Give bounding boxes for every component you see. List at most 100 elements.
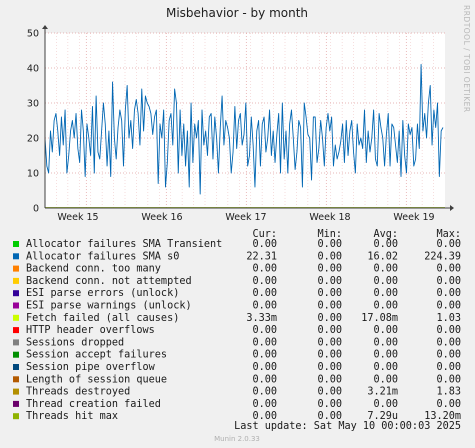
x-tick-label: Week 17 [225,212,266,223]
legend-value-cur: 0.00 [252,399,277,410]
legend-header-max: Max: [436,229,461,240]
legend-swatch [13,302,19,309]
x-tick-label: Week 15 [57,212,98,223]
legend-value-cur: 0.00 [252,387,277,398]
legend-value-min: 0.00 [317,325,342,336]
legend-value-cur: 0.00 [252,362,277,373]
legend-value-cur: 0.00 [252,264,277,275]
legend-value-min: 0.00 [317,399,342,410]
legend-value-cur: 0.00 [252,350,277,361]
legend-swatch [13,253,19,260]
legend-swatch [13,339,19,346]
legend-label: Fetch failed (all causes) [26,313,179,324]
legend-header-min: Min: [317,229,342,240]
legend-swatch [13,400,19,407]
legend-value-min: 0.00 [317,313,342,324]
legend-label: HTTP header overflows [26,325,155,336]
legend-value-min: 0.00 [317,350,342,361]
legend-value-avg: 0.00 [373,239,398,250]
legend-value-min: 0.00 [317,288,342,299]
legend-value-avg: 0.00 [373,374,398,385]
legend-value-avg: 0.00 [373,325,398,336]
legend-value-min: 0.00 [317,387,342,398]
legend-value-avg: 3.21m [367,387,398,398]
last-update: Last update: Sat May 10 00:00:03 2025 [234,421,461,432]
legend-value-avg: 17.08m [361,313,398,324]
y-tick-label: 30 [27,99,39,110]
y-tick-label: 20 [27,134,39,145]
legend-value-avg: 7.29u [367,411,398,422]
legend-label: Sessions dropped [26,337,124,348]
legend-value-min: 0.00 [317,301,342,312]
y-tick-label: 50 [27,29,39,40]
legend-value-max: 1.03 [436,313,461,324]
legend-swatch [13,351,19,358]
legend-value-avg: 16.02 [367,251,398,262]
legend-label: Allocator failures SMA Transient [26,239,222,250]
legend-swatch [13,388,19,395]
y-axis-arrow [42,25,48,29]
axes [42,25,454,211]
legend-value-cur: 0.00 [252,276,277,287]
legend-value-max: 0.00 [436,399,461,410]
legend-value-cur: 0.00 [252,301,277,312]
legend-label: Backend conn. too many [26,264,161,275]
legend-swatch [13,327,19,334]
legend-swatch [13,364,19,370]
legend-value-cur: 0.00 [252,325,277,336]
legend-value-min: 0.00 [317,374,342,385]
legend-value-cur: 0.00 [252,288,277,299]
legend-value-cur: 0.00 [252,411,277,422]
legend-value-min: 0.00 [317,251,342,262]
legend-swatch [13,413,19,420]
legend-value-avg: 0.00 [373,362,398,373]
legend-swatch [13,265,19,272]
legend-value-cur: 0.00 [252,337,277,348]
legend-value-cur: 0.00 [252,374,277,385]
legend-value-min: 0.00 [317,337,342,348]
legend-value-max: 0.00 [436,374,461,385]
legend-value-avg: 0.00 [373,350,398,361]
legend-value-avg: 0.00 [373,301,398,312]
legend-label: ESI parse errors (unlock) [26,288,179,299]
legend-header-cur: Cur: [252,229,277,240]
legend-swatch [13,241,19,247]
legend-value-max: 0.00 [436,362,461,373]
legend-value-max: 0.00 [436,276,461,287]
legend-label: Thread creation failed [26,399,161,410]
legend-value-max: 0.00 [436,288,461,299]
legend-label: Length of session queue [26,374,167,385]
legend-header-avg: Avg: [373,229,398,240]
x-tick-label: Week 19 [393,212,434,223]
y-tick-labels: 0 10 20 30 40 50 [27,29,39,215]
munin-version: Munin 2.0.33 [214,435,260,443]
legend-swatch [13,314,19,321]
legend-label: ESI parse warnings (unlock) [26,301,192,312]
legend-value-min: 0.00 [317,264,342,275]
legend-value-max: 0.00 [436,239,461,250]
legend-value-max: 0.00 [436,301,461,312]
chart-title: Misbehavior - by month [166,6,308,20]
legend-label: Allocator failures SMA s0 [26,251,179,262]
legend-value-avg: 0.00 [373,399,398,410]
y-tick-label: 10 [27,169,39,180]
legend-label: Session pipe overflow [26,362,156,373]
legend-swatch [13,290,19,297]
legend-value-avg: 0.00 [373,288,398,299]
legend-value-min: 0.00 [317,276,342,287]
legend-value-cur: 3.33m [246,313,277,324]
legend-value-min: 0.00 [317,411,342,422]
legend-label: Session accept failures [26,350,167,361]
legend-value-max: 0.00 [436,337,461,348]
x-tick-label: Week 16 [141,212,182,223]
y-tick-label: 40 [27,64,39,75]
legend-value-max: 13.20m [424,411,461,422]
legend-label: Backend conn. not attempted [26,276,192,287]
x-tick-labels: Week 15 Week 16 Week 17 Week 18 Week 19 [57,212,434,223]
legend-value-cur: 22.31 [246,251,277,262]
legend-value-cur: 0.00 [252,239,277,250]
legend-value-min: 0.00 [317,362,342,373]
legend-value-avg: 0.00 [373,264,398,275]
legend: Cur: Min: Avg: Max: Allocator failures SMA T… [13,229,461,422]
